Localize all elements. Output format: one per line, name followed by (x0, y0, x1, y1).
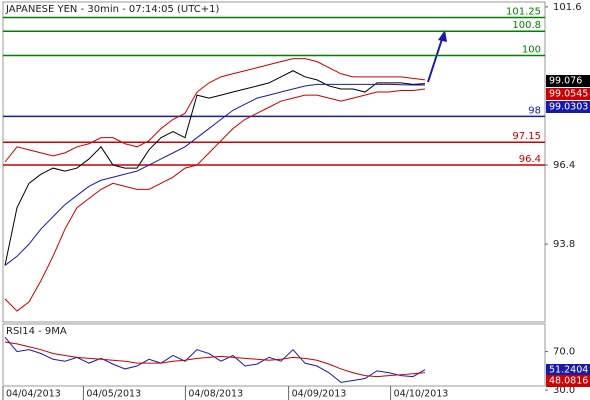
series-line (4, 58, 426, 163)
price-tag-box (546, 101, 590, 113)
level-label: 97.15 (512, 131, 541, 142)
price-tag-label: 99.076 (549, 76, 582, 87)
y-tick-label: 70.0 (553, 347, 575, 358)
y-tick-label: 101.6 (553, 2, 582, 13)
price-frame (2, 1, 546, 323)
level-label: 100 (522, 45, 541, 56)
forecast-arrow (427, 35, 444, 83)
series-line (4, 336, 426, 383)
series-line (4, 70, 426, 266)
price-tag-label: 99.0303 (549, 102, 588, 113)
x-tick-label: 04/05/2013 (86, 389, 141, 400)
rsi-title: RSI14 - 9MA (6, 326, 67, 337)
y-tick-label: 93.8 (553, 239, 575, 250)
price-tag-box (546, 75, 590, 87)
price-tag-label: 51.2404 (549, 365, 588, 376)
price-tag-box (546, 364, 590, 376)
series-line (4, 341, 426, 378)
price-tag-label: 48.0816 (549, 376, 588, 387)
rsi-frame (2, 323, 546, 387)
price-tag-box (546, 88, 590, 100)
y-tick-label: 96.4 (553, 160, 575, 171)
series-line (4, 83, 425, 266)
price-tag-box (546, 375, 590, 387)
price-tag-label: 99.0545 (549, 89, 588, 100)
x-tick-label: 04/08/2013 (188, 389, 243, 400)
level-label: 100.8 (512, 20, 541, 31)
x-tick-label: 04/10/2013 (394, 389, 449, 400)
y-tick-label: 30.0 (553, 385, 575, 396)
x-tick-label: 04/04/2013 (6, 389, 61, 400)
level-label: 96.4 (519, 154, 541, 165)
level-label: 101.25 (506, 7, 541, 18)
arrow-head (438, 30, 447, 42)
level-label: 98 (528, 105, 541, 116)
x-tick-label: 04/09/2013 (292, 389, 347, 400)
series-line (4, 88, 426, 312)
chart-title: JAPANESE YEN - 30min - 07:14:05 (UTC+1) (5, 4, 219, 15)
